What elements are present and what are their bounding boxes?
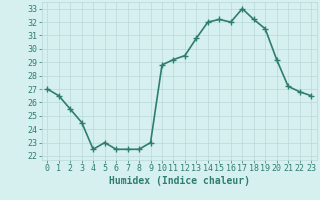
X-axis label: Humidex (Indice chaleur): Humidex (Indice chaleur)	[109, 176, 250, 186]
